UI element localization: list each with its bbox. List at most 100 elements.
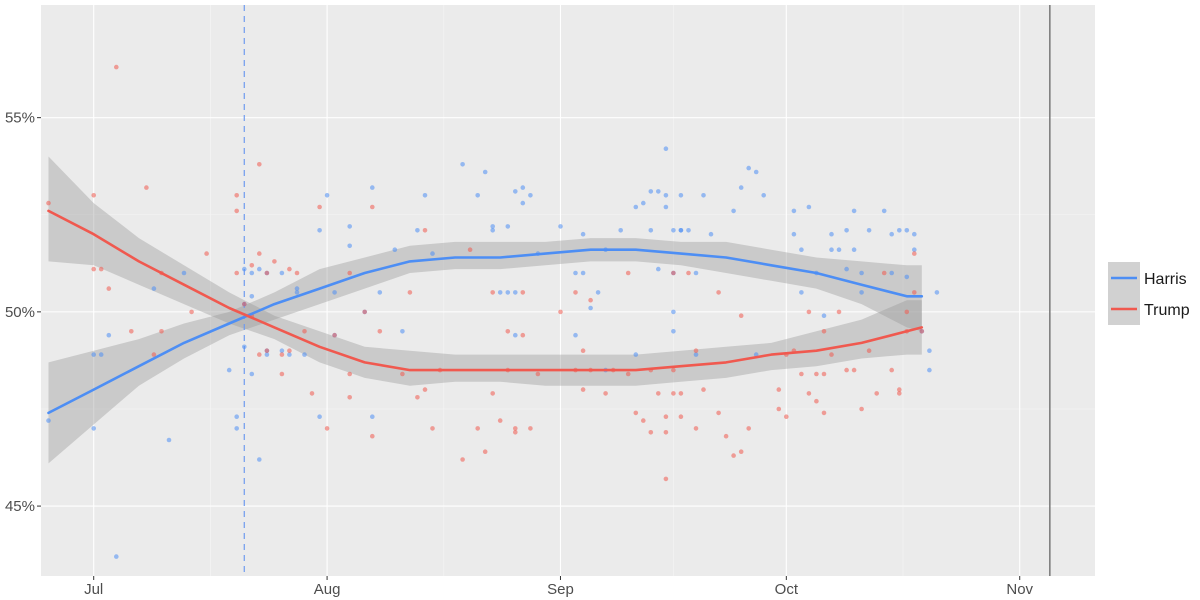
data-point-harris — [400, 329, 405, 334]
data-point-harris — [332, 290, 337, 295]
data-point-harris — [663, 146, 669, 151]
data-point-trump — [294, 270, 300, 276]
x-tick-label: Sep — [547, 581, 574, 598]
data-point-trump — [671, 270, 676, 276]
data-point-harris — [866, 228, 872, 233]
data-point-trump — [324, 426, 330, 431]
data-point-trump — [829, 352, 834, 357]
data-point-trump — [234, 208, 239, 214]
data-point-harris — [264, 352, 270, 357]
data-point-trump — [347, 270, 353, 276]
data-point-trump — [693, 426, 699, 431]
data-point-harris — [415, 228, 420, 233]
data-point-trump — [580, 348, 586, 354]
data-point-trump — [671, 391, 676, 396]
data-point-trump — [836, 309, 842, 315]
data-point-harris — [678, 193, 684, 198]
trend-lines — [47, 209, 924, 415]
data-point-harris — [806, 204, 812, 210]
data-point-harris — [633, 204, 639, 210]
data-point-harris — [422, 193, 428, 198]
data-point-trump — [467, 247, 473, 252]
data-point-trump — [678, 391, 684, 396]
data-point-trump — [407, 290, 413, 295]
data-point-harris — [46, 418, 51, 423]
data-point-trump — [776, 387, 782, 392]
data-point-harris — [904, 274, 910, 280]
data-point-trump — [821, 329, 827, 334]
data-point-trump — [897, 387, 902, 392]
data-point-harris — [844, 266, 849, 272]
data-point-trump — [821, 371, 827, 377]
data-point-harris — [708, 231, 714, 237]
confidence-bands — [48, 156, 922, 464]
data-point-harris — [829, 231, 834, 237]
data-point-harris — [317, 414, 322, 420]
data-point-harris — [257, 457, 262, 462]
data-point-trump — [723, 433, 729, 439]
data-point-harris — [633, 352, 639, 357]
data-point-trump — [912, 251, 917, 256]
data-point-trump — [580, 387, 586, 392]
data-point-trump — [377, 329, 383, 334]
data-point-trump — [370, 204, 375, 210]
data-point-trump — [482, 449, 488, 455]
data-point-harris — [249, 294, 255, 299]
data-point-trump — [814, 371, 819, 377]
data-point-trump — [91, 266, 96, 272]
data-point-harris — [370, 414, 375, 420]
data-point-harris — [520, 185, 526, 190]
data-point-harris — [226, 367, 232, 373]
data-point-trump — [776, 406, 782, 412]
data-point-trump — [287, 348, 292, 354]
data-point-trump — [272, 259, 277, 264]
data-point-trump — [919, 329, 925, 334]
data-point-harris — [287, 352, 292, 357]
data-point-trump — [663, 430, 669, 435]
trend-line-harris — [47, 248, 924, 415]
data-point-trump — [904, 309, 910, 315]
data-point-harris — [701, 193, 706, 198]
data-point-harris — [753, 169, 759, 175]
data-point-trump — [806, 309, 812, 315]
data-point-trump — [513, 426, 518, 431]
data-point-harris — [151, 286, 157, 291]
data-point-trump — [91, 193, 96, 198]
data-point-harris — [181, 270, 187, 276]
data-point-trump — [528, 426, 533, 431]
data-point-harris — [106, 332, 112, 338]
minor-gridlines — [41, 5, 1095, 576]
data-point-trump — [656, 391, 661, 396]
data-point-trump — [264, 348, 270, 354]
data-point-harris — [242, 266, 247, 272]
data-point-harris — [656, 189, 661, 194]
data-point-trump — [520, 332, 526, 338]
data-point-harris — [851, 208, 857, 214]
data-point-harris — [738, 185, 744, 190]
data-point-harris — [505, 224, 511, 229]
data-point-trump — [302, 329, 307, 334]
data-point-harris — [166, 437, 172, 443]
data-point-trump — [46, 200, 51, 206]
data-point-harris — [242, 344, 247, 350]
data-point-harris — [927, 348, 932, 354]
data-point-trump — [497, 418, 503, 423]
data-point-trump — [490, 290, 496, 295]
data-point-harris — [573, 332, 578, 338]
major-gridlines — [41, 5, 1095, 576]
data-point-harris — [249, 371, 255, 377]
data-point-trump — [912, 290, 917, 295]
data-point-trump — [716, 410, 721, 416]
data-point-harris — [91, 426, 96, 431]
data-point-harris — [370, 185, 375, 190]
data-point-harris — [347, 224, 353, 229]
data-point-harris — [844, 228, 849, 233]
data-point-harris — [686, 228, 691, 233]
data-point-trump — [129, 329, 134, 334]
data-point-trump — [738, 449, 744, 455]
data-point-harris — [904, 228, 910, 233]
data-point-harris — [98, 352, 104, 357]
data-point-trump — [881, 270, 887, 276]
data-point-harris — [573, 270, 578, 276]
data-point-harris — [927, 367, 932, 373]
